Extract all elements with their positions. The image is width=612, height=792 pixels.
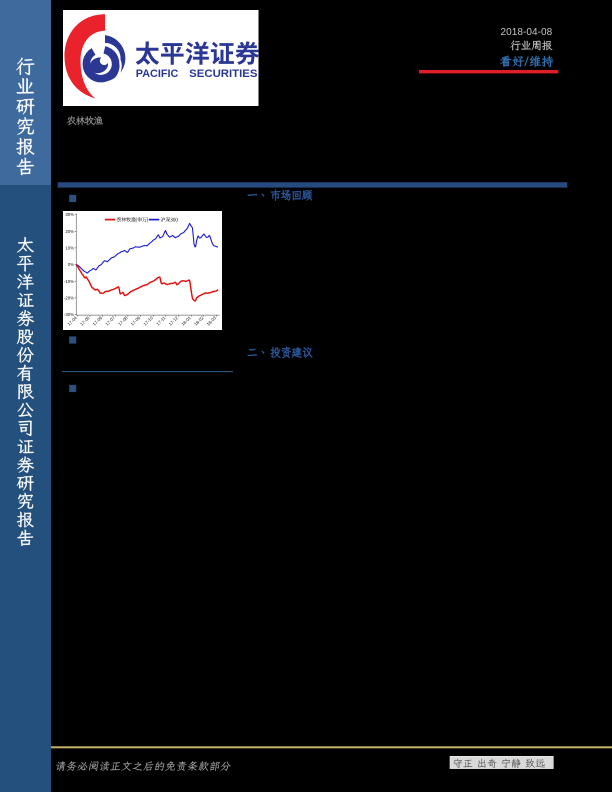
svg-text:-20%: -20% xyxy=(64,295,74,300)
svg-text:0%: 0% xyxy=(68,262,74,267)
svg-text:17-04: 17-04 xyxy=(66,315,78,327)
svg-text:10%: 10% xyxy=(65,245,74,250)
svg-text:17-05: 17-05 xyxy=(79,315,91,327)
svg-text:20%: 20% xyxy=(65,229,74,234)
svg-text:-30%: -30% xyxy=(64,312,74,317)
svg-text:-10%: -10% xyxy=(64,279,74,284)
svg-text:17-06: 17-06 xyxy=(92,315,104,327)
svg-text:SECURITIES: SECURITIES xyxy=(189,68,258,80)
svg-text:17-07: 17-07 xyxy=(104,315,116,327)
svg-text:2018-04-08: 2018-04-08 xyxy=(501,27,553,38)
svg-text:18-01: 18-01 xyxy=(180,315,192,327)
svg-text:17-10: 17-10 xyxy=(142,315,154,327)
svg-text:17-12: 17-12 xyxy=(168,315,180,327)
svg-text:18-02: 18-02 xyxy=(193,315,205,327)
svg-text:PACIFIC: PACIFIC xyxy=(136,68,179,80)
svg-text:17-11: 17-11 xyxy=(155,315,167,327)
svg-text:30%: 30% xyxy=(65,212,74,217)
svg-text:18-03: 18-03 xyxy=(206,315,218,327)
svg-text:17-09: 17-09 xyxy=(130,315,142,327)
svg-text:17-08: 17-08 xyxy=(117,315,129,327)
